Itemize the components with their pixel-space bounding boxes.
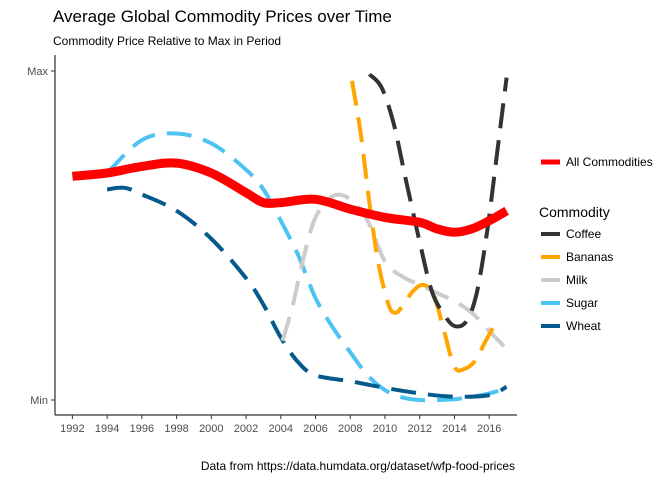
x-tick-label: 1994: [95, 423, 119, 435]
chart-subtitle: Commodity Price Relative to Max in Perio…: [53, 34, 282, 48]
legend-label-sugar: Sugar: [566, 296, 598, 310]
x-tick-label: 2016: [477, 423, 501, 435]
y-tick-label: Max: [27, 66, 48, 78]
caption: Data from https://data.humdata.org/datas…: [200, 459, 515, 473]
legend-label-wheat: Wheat: [566, 319, 601, 333]
x-ticks: 1992 1994 1996 1998 2000 2002 2004 2006 2008 2010…: [60, 415, 501, 435]
series-line-coffee: [367, 72, 509, 329]
y-ticks: Min Max: [27, 66, 55, 407]
legend-label-bananas: Bananas: [566, 250, 613, 264]
series-line-wheat: [106, 185, 508, 399]
y-tick-label: Min: [30, 395, 48, 407]
legend-title: Commodity: [539, 204, 610, 220]
x-tick-label: 2014: [442, 423, 466, 435]
x-tick-label: 2010: [373, 423, 397, 435]
x-tick-label: 2004: [269, 423, 293, 435]
series-lines: [71, 72, 509, 403]
x-tick-label: 1996: [130, 423, 154, 435]
x-tick-label: 2008: [338, 423, 362, 435]
x-tick-label: 1998: [164, 423, 188, 435]
series-line-sugar: [105, 131, 508, 403]
series-line-milk: [280, 192, 509, 351]
x-tick-label: 2012: [407, 423, 431, 435]
legend-label-all-commodities: All Commodities: [566, 155, 653, 169]
series-line-all-commodities: [71, 158, 509, 237]
x-tick-label: 2006: [303, 423, 327, 435]
series-line-bananas: [350, 80, 500, 373]
legend-items: Coffee Bananas Milk Sugar Wheat: [541, 227, 613, 333]
x-tick-label: 2000: [199, 423, 223, 435]
chart-title: Average Global Commodity Prices over Tim…: [53, 7, 392, 26]
axes: [54, 55, 517, 416]
legend-label-coffee: Coffee: [566, 227, 601, 241]
legend: All Commodities Commodity Coffee Bananas M…: [539, 155, 653, 333]
x-tick-label: 2002: [234, 423, 258, 435]
legend-label-milk: Milk: [566, 273, 588, 287]
x-tick-label: 1992: [60, 423, 84, 435]
